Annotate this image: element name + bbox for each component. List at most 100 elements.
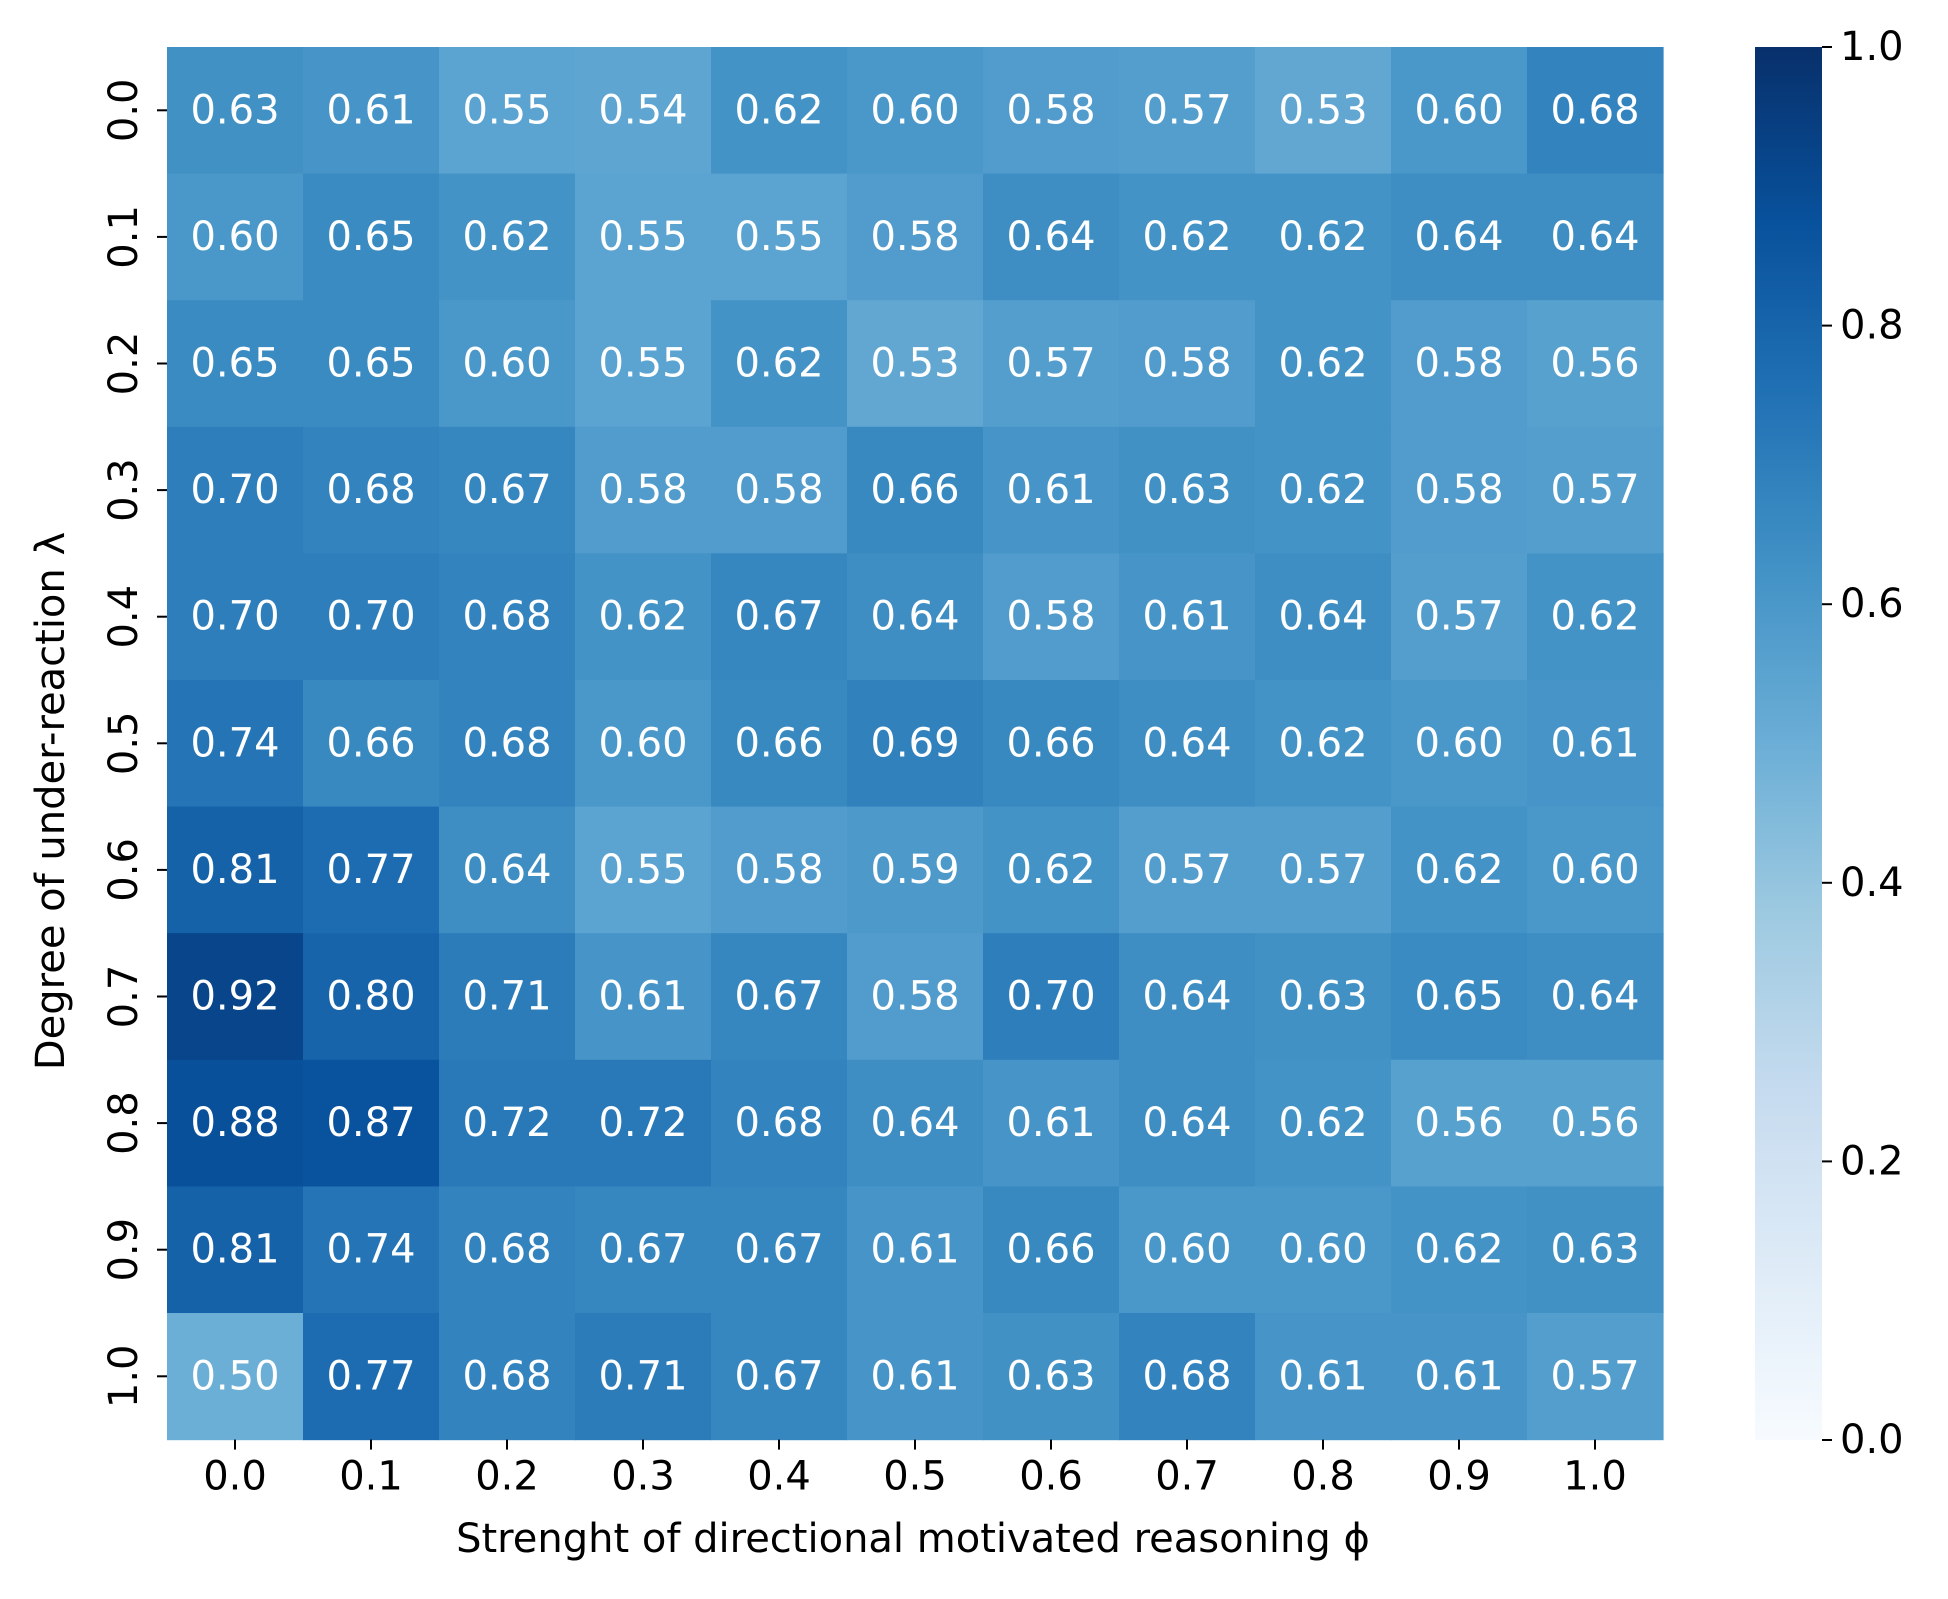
cell-value-r9-c3: 0.67 — [598, 1227, 687, 1273]
colorbar-tick-label-2: 0.4 — [1840, 860, 1904, 906]
heatmap-cell-r2-c6 — [983, 300, 1120, 428]
cell-value-r4-c10: 0.62 — [1550, 594, 1639, 640]
cell-value-r1-c0: 0.60 — [190, 214, 279, 260]
heatmap-cell-r9-c3 — [575, 1186, 712, 1314]
cell-value-r5-c1: 0.66 — [326, 720, 415, 766]
cell-value-r5-c7: 0.64 — [1142, 720, 1231, 766]
heatmap-cell-r8-c0 — [167, 1059, 304, 1187]
heatmap-cell-r5-c7 — [1119, 680, 1256, 808]
y-tick-label-5: 0.5 — [101, 711, 147, 775]
heatmap-cell-r0-c1 — [303, 47, 440, 175]
cell-value-r10-c8: 0.61 — [1278, 1353, 1367, 1399]
x-tick-label-7: 0.7 — [1155, 1454, 1219, 1500]
heatmap-cell-r2-c10 — [1527, 300, 1664, 428]
cell-value-r2-c4: 0.62 — [734, 341, 823, 387]
cell-value-r7-c5: 0.58 — [870, 974, 959, 1020]
heatmap-cell-r0-c8 — [1255, 47, 1392, 175]
cell-value-r8-c4: 0.68 — [734, 1100, 823, 1146]
cell-value-r1-c4: 0.55 — [734, 214, 823, 260]
cell-value-r8-c1: 0.87 — [326, 1100, 415, 1146]
cell-value-r10-c4: 0.67 — [734, 1353, 823, 1399]
cell-value-r4-c4: 0.67 — [734, 594, 823, 640]
cell-value-r10-c10: 0.57 — [1550, 1353, 1639, 1399]
cell-value-r4-c3: 0.62 — [598, 594, 687, 640]
heatmap-cell-r7-c8 — [1255, 933, 1392, 1061]
heatmap-cell-r9-c2 — [439, 1186, 576, 1314]
heatmap-cell-r5-c8 — [1255, 680, 1392, 808]
cell-value-r1-c9: 0.64 — [1414, 214, 1503, 260]
colorbar-tick-label-3: 0.6 — [1840, 581, 1904, 627]
cell-value-r7-c4: 0.67 — [734, 974, 823, 1020]
cell-value-r6-c6: 0.62 — [1006, 847, 1095, 893]
cell-value-r3-c5: 0.66 — [870, 467, 959, 513]
heatmap-cell-r7-c5 — [847, 933, 984, 1061]
heatmap-cell-r10-c5 — [847, 1313, 984, 1441]
cell-value-r7-c1: 0.80 — [326, 974, 415, 1020]
cell-value-r8-c9: 0.56 — [1414, 1100, 1503, 1146]
heatmap-cell-r1-c1 — [303, 173, 440, 301]
cell-value-r5-c6: 0.66 — [1006, 720, 1095, 766]
heatmap-cell-r4-c8 — [1255, 553, 1392, 681]
cell-value-r7-c10: 0.64 — [1550, 974, 1639, 1020]
heatmap-cell-r4-c10 — [1527, 553, 1664, 681]
cell-value-r1-c6: 0.64 — [1006, 214, 1095, 260]
cell-value-r8-c8: 0.62 — [1278, 1100, 1367, 1146]
cell-value-r5-c8: 0.62 — [1278, 720, 1367, 766]
heatmap-cell-r4-c1 — [303, 553, 440, 681]
heatmap-cell-r10-c8 — [1255, 1313, 1392, 1441]
heatmap-cell-r4-c4 — [711, 553, 848, 681]
cell-value-r9-c4: 0.67 — [734, 1227, 823, 1273]
cell-value-r2-c1: 0.65 — [326, 341, 415, 387]
heatmap-cell-r5-c0 — [167, 680, 304, 808]
cell-value-r4-c7: 0.61 — [1142, 594, 1231, 640]
cell-value-r6-c3: 0.55 — [598, 847, 687, 893]
cell-value-r5-c3: 0.60 — [598, 720, 687, 766]
cell-value-r1-c3: 0.55 — [598, 214, 687, 260]
heatmap-cell-r8-c7 — [1119, 1059, 1256, 1187]
heatmap-cell-r3-c5 — [847, 426, 984, 554]
cell-value-r3-c8: 0.62 — [1278, 467, 1367, 513]
cell-value-r9-c5: 0.61 — [870, 1227, 959, 1273]
heatmap-cell-r10-c4 — [711, 1313, 848, 1441]
y-tick-label-4: 0.4 — [101, 585, 147, 649]
cell-value-r5-c5: 0.69 — [870, 720, 959, 766]
cell-value-r8-c0: 0.88 — [190, 1100, 279, 1146]
cell-value-r1-c7: 0.62 — [1142, 214, 1231, 260]
x-axis: 0.0 0.1 0.2 0.3 0.4 0.5 0.6 0.7 0.8 0.9 1.0 — [203, 1439, 1627, 1500]
heatmap-cell-r2-c7 — [1119, 300, 1256, 428]
heatmap-cell-r0-c3 — [575, 47, 712, 175]
cell-value-r8-c10: 0.56 — [1550, 1100, 1639, 1146]
x-tick-label-3: 0.3 — [611, 1454, 675, 1500]
heatmap-cell-r0-c7 — [1119, 47, 1256, 175]
heatmap-cell-r6-c6 — [983, 806, 1120, 934]
heatmap-cell-r7-c2 — [439, 933, 576, 1061]
x-tick-label-1: 0.1 — [339, 1454, 403, 1500]
cell-value-r10-c0: 0.50 — [190, 1353, 279, 1399]
heatmap-cell-r9-c10 — [1527, 1186, 1664, 1314]
cell-value-r5-c4: 0.66 — [734, 720, 823, 766]
heatmap-cell-r1-c3 — [575, 173, 712, 301]
cell-value-r8-c2: 0.72 — [462, 1100, 551, 1146]
heatmap-cell-r5-c5 — [847, 680, 984, 808]
heatmap-cell-r3-c10 — [1527, 426, 1664, 554]
heatmap-cell-labels: 0.63 0.61 0.55 0.54 0.62 0.60 0.58 0.57 0.53 0.60… — [190, 87, 1639, 1399]
cell-value-r2-c0: 0.65 — [190, 341, 279, 387]
heatmap-cell-r10-c0 — [167, 1313, 304, 1441]
heatmap-cell-r7-c3 — [575, 933, 712, 1061]
heatmap-cell-r4-c2 — [439, 553, 576, 681]
cell-value-r3-c4: 0.58 — [734, 467, 823, 513]
y-tick-label-7: 0.7 — [101, 965, 147, 1029]
heatmap-cell-r7-c4 — [711, 933, 848, 1061]
cell-value-r9-c2: 0.68 — [462, 1227, 551, 1273]
heatmap-cell-r10-c7 — [1119, 1313, 1256, 1441]
heatmap-cell-r8-c5 — [847, 1059, 984, 1187]
cell-value-r4-c9: 0.57 — [1414, 594, 1503, 640]
cell-value-r9-c9: 0.62 — [1414, 1227, 1503, 1273]
cell-value-r8-c6: 0.61 — [1006, 1100, 1095, 1146]
cell-value-r1-c8: 0.62 — [1278, 214, 1367, 260]
cell-value-r3-c10: 0.57 — [1550, 467, 1639, 513]
heatmap-cell-r6-c5 — [847, 806, 984, 934]
heatmap-cell-r7-c6 — [983, 933, 1120, 1061]
cell-value-r0-c4: 0.62 — [734, 87, 823, 133]
x-tick-label-6: 0.6 — [1019, 1454, 1083, 1500]
